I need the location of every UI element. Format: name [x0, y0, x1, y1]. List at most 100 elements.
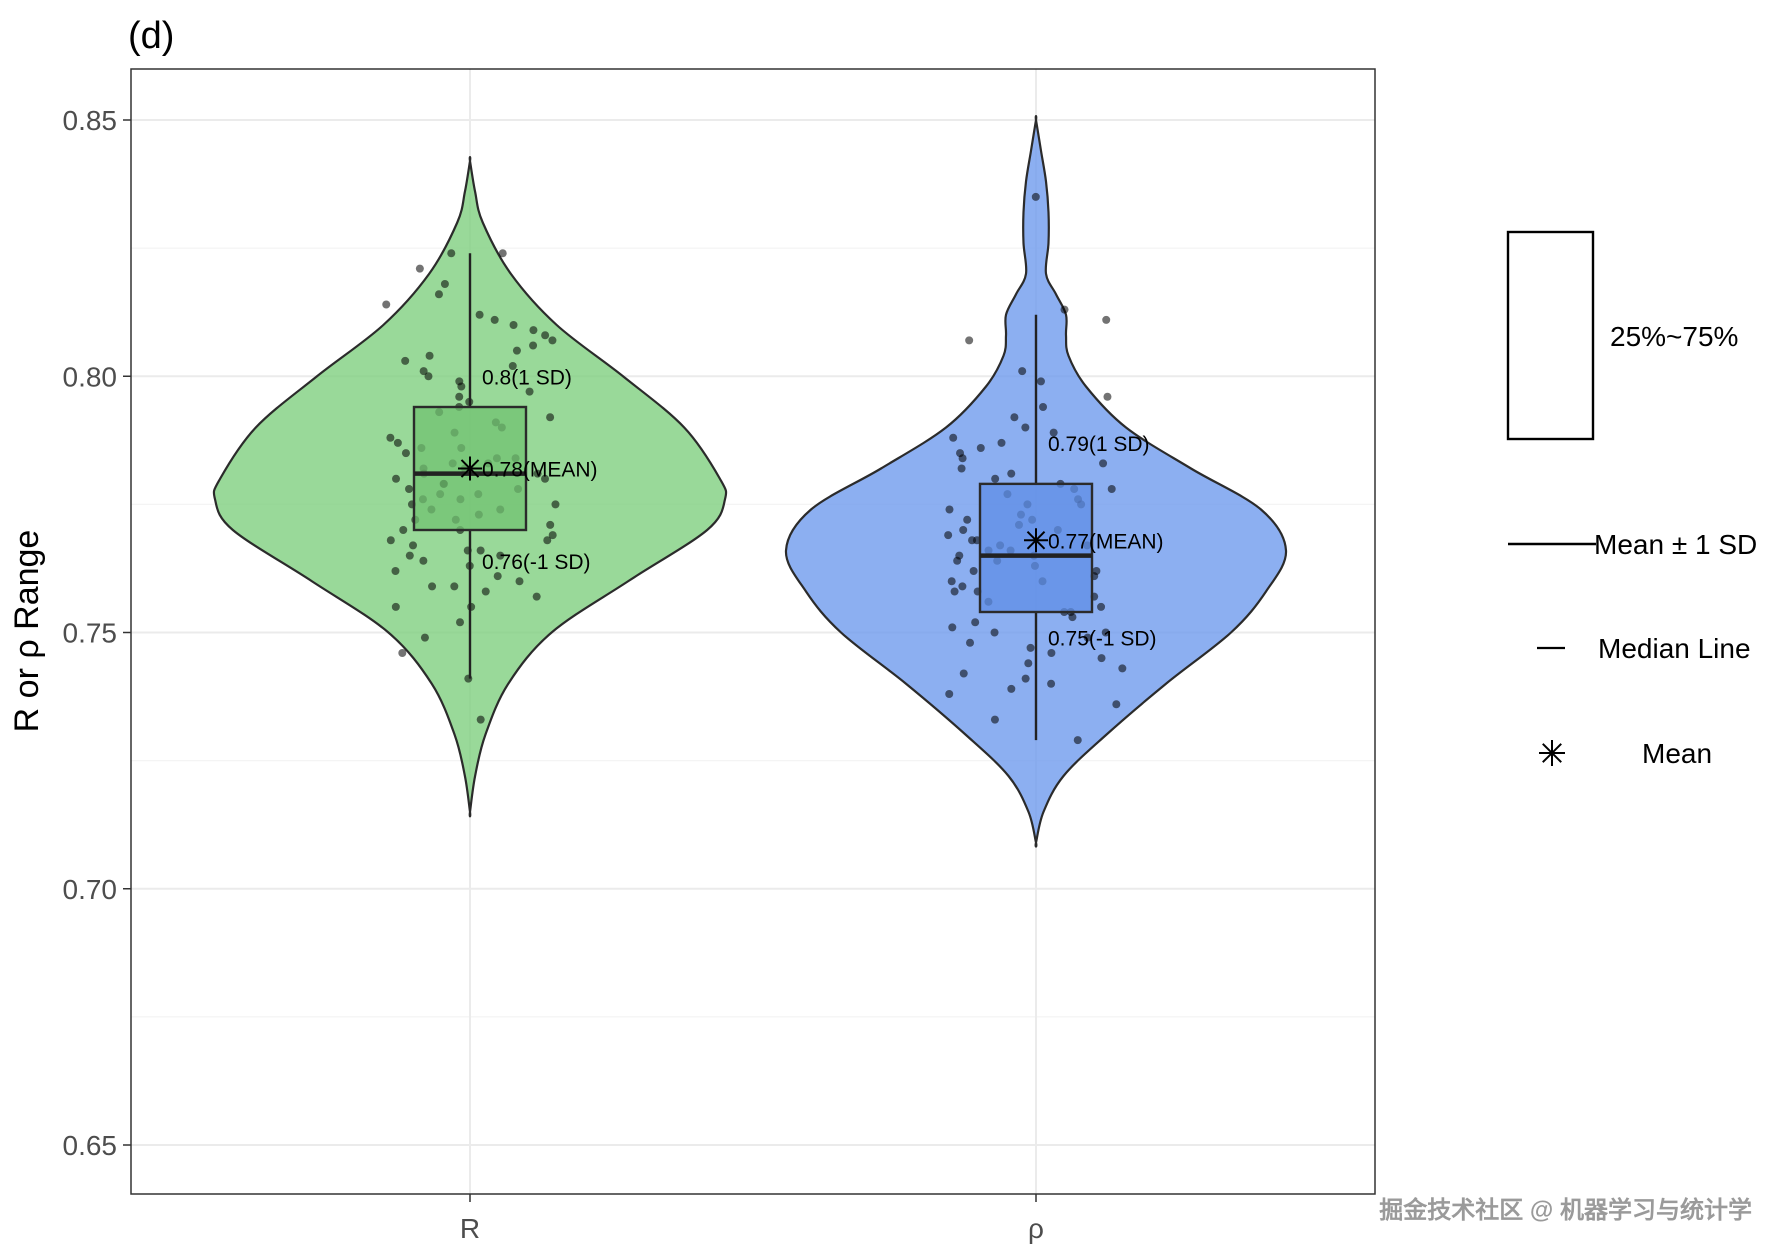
data-point-0-9: [450, 582, 459, 591]
mean-marker-stroke-1-3: [1026, 531, 1046, 550]
data-point-1-60: [1007, 469, 1016, 478]
data-point-1-2: [1112, 700, 1121, 709]
data-point-1-5: [1047, 679, 1056, 688]
data-point-0-77: [529, 326, 538, 335]
data-point-1-26: [950, 587, 959, 596]
data-point-0-76: [541, 331, 550, 340]
data-point-0-24: [399, 526, 408, 534]
data-point-0-13: [391, 567, 400, 575]
annotation-0-1: 0.78(MEAN): [482, 459, 598, 482]
data-point-1-11: [1047, 649, 1056, 657]
data-point-1-6: [1021, 674, 1030, 683]
data-point-1-22: [1097, 602, 1106, 611]
data-point-1-37: [955, 551, 964, 560]
data-point-0-33: [551, 500, 560, 509]
data-point-1-16: [990, 628, 999, 637]
data-point-0-22: [543, 536, 552, 545]
data-point-1-66: [997, 438, 1006, 447]
mean-marker-stroke-0-3: [460, 459, 480, 478]
data-point-1-51: [945, 505, 954, 514]
data-point-1-70: [1010, 413, 1019, 422]
mean-marker-0: [458, 456, 482, 481]
data-point-1-12: [1026, 643, 1035, 652]
legend-label-whisker: Mean ± 1 SD: [1594, 529, 1757, 560]
y-tick-label-4: 0.85: [63, 105, 118, 136]
x-tick-label-0: R: [460, 1213, 480, 1244]
data-point-1-78: [1031, 192, 1040, 201]
annotation-0-0: 0.8(1 SD): [482, 366, 572, 389]
data-point-0-16: [496, 551, 505, 560]
data-point-0-72: [425, 351, 434, 360]
data-point-0-20: [409, 541, 418, 550]
data-point-1-15: [1101, 628, 1110, 637]
data-point-1-73: [1036, 377, 1045, 386]
data-point-1-9: [1024, 659, 1033, 668]
data-point-0-65: [525, 387, 534, 396]
legend-box-symbol: [1506, 230, 1595, 441]
data-point-1-59: [991, 474, 1000, 483]
data-point-1-69: [1021, 423, 1030, 432]
data-point-0-56: [386, 433, 395, 442]
data-point-1-56: [1107, 485, 1116, 493]
data-point-0-52: [401, 449, 410, 458]
data-point-1-62: [1099, 459, 1108, 468]
data-point-0-64: [455, 392, 464, 401]
data-point-0-79: [490, 315, 499, 324]
data-point-0-43: [541, 474, 550, 483]
data-point-1-76: [1102, 315, 1111, 324]
data-point-0-75: [548, 336, 557, 345]
data-point-1-27: [958, 582, 967, 591]
y-tick-label-3: 0.80: [63, 361, 118, 392]
data-point-0-70: [508, 362, 517, 370]
mean-marker-1: [1024, 528, 1048, 553]
data-point-0-84: [415, 264, 424, 273]
annotation-1-0: 0.79(1 SD): [1048, 433, 1150, 456]
data-point-1-77: [1060, 305, 1069, 314]
x-tick-label-1: ρ: [1028, 1213, 1044, 1244]
panel-border: [130, 68, 1376, 1195]
data-point-0-42: [392, 474, 401, 483]
data-point-1-32: [969, 567, 978, 575]
legend-label-box: 25%~75%: [1610, 321, 1738, 352]
watermark: 掘金技术社区 @ 机器学习与统计学: [1379, 1196, 1752, 1224]
panel-label: (d): [128, 15, 174, 57]
legend-asterisk-symbol: [1539, 740, 1565, 766]
data-point-0-26: [546, 520, 555, 529]
data-point-0-21: [386, 536, 395, 545]
data-point-0-2: [398, 649, 407, 657]
data-point-0-3: [420, 633, 429, 642]
box-layer: [412, 253, 1094, 741]
data-point-0-85: [447, 249, 456, 258]
data-point-1-46: [959, 526, 968, 534]
data-point-1-3: [945, 690, 954, 698]
violin-layer: [212, 115, 1288, 848]
legend: 25%~75% Mean ± 1 SD Median Line Mean: [1506, 230, 1757, 769]
data-point-1-7: [959, 669, 968, 678]
data-point-1-18: [971, 618, 980, 627]
data-point-0-4: [456, 618, 465, 627]
data-point-0-74: [529, 341, 538, 350]
data-point-0-12: [493, 572, 502, 581]
annotation-layer: 0.8(1 SD) 0.78(MEAN) 0.76(-1 SD) 0.79(1 SD)…: [482, 366, 1164, 650]
data-point-0-45: [533, 469, 542, 478]
annotation-1-1: 0.77(MEAN): [1048, 530, 1164, 553]
data-point-0-68: [424, 372, 433, 381]
data-point-0-23: [548, 531, 557, 540]
data-point-1-14: [1083, 633, 1092, 642]
data-point-0-86: [498, 249, 507, 258]
data-point-1-31: [1092, 567, 1101, 575]
data-point-0-83: [440, 280, 449, 288]
annotation-0-2: 0.76(-1 SD): [482, 551, 591, 574]
data-point-0-15: [419, 556, 428, 565]
data-point-0-1: [476, 715, 485, 724]
legend-asterisk-stroke-3: [1542, 743, 1562, 763]
data-point-0-67: [455, 377, 464, 386]
data-point-0-60: [546, 413, 555, 422]
legend-label-mean: Mean: [1642, 738, 1712, 769]
data-point-1-4: [1007, 684, 1016, 693]
data-point-0-10: [428, 582, 437, 591]
data-point-0-38: [405, 485, 414, 493]
data-point-1-71: [1039, 403, 1048, 411]
data-point-1-28: [947, 577, 956, 586]
data-point-0-73: [512, 346, 521, 355]
